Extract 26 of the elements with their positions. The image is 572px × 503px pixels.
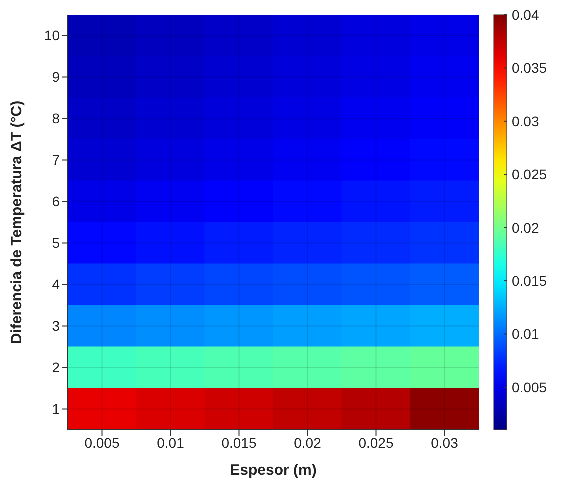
x-tick-label: 0.015 xyxy=(222,434,257,451)
color-bar-label: 0.02 xyxy=(512,220,540,236)
color-bar-label: 0.04 xyxy=(512,7,540,23)
color-bar-label: 0.005 xyxy=(512,379,548,396)
x-tick-label: 0.01 xyxy=(157,434,185,451)
x-tick-label: 0.03 xyxy=(431,434,459,451)
y-axis-title: Diferencia de Temperatura ΔT (°C) xyxy=(8,100,26,344)
y-tick-label: 4 xyxy=(52,276,60,293)
color-bar-label: 0.03 xyxy=(512,113,540,130)
y-tick-label: 2 xyxy=(52,360,60,376)
color-bar-label: 0.025 xyxy=(512,166,548,183)
color-bar-label: 0.015 xyxy=(512,273,548,290)
color-bar-label: 0.035 xyxy=(512,60,548,76)
y-tick-label: 8 xyxy=(52,110,60,127)
x-tick-label: 0.025 xyxy=(358,434,394,451)
y-tick-label: 6 xyxy=(52,194,60,210)
y-tick-label: 9 xyxy=(52,69,60,86)
y-tick-label: 3 xyxy=(52,318,60,334)
y-tick-label: 10 xyxy=(44,28,60,44)
x-tick-label: 0.02 xyxy=(294,434,322,451)
y-tick-label: 5 xyxy=(52,235,60,252)
x-axis-title: Espesor (m) xyxy=(230,462,317,479)
x-tick-label: 0.005 xyxy=(84,434,120,451)
y-tick-label: 1 xyxy=(52,401,60,418)
color-bar-label: 0.01 xyxy=(512,326,540,342)
y-tick-label: 7 xyxy=(52,152,60,168)
